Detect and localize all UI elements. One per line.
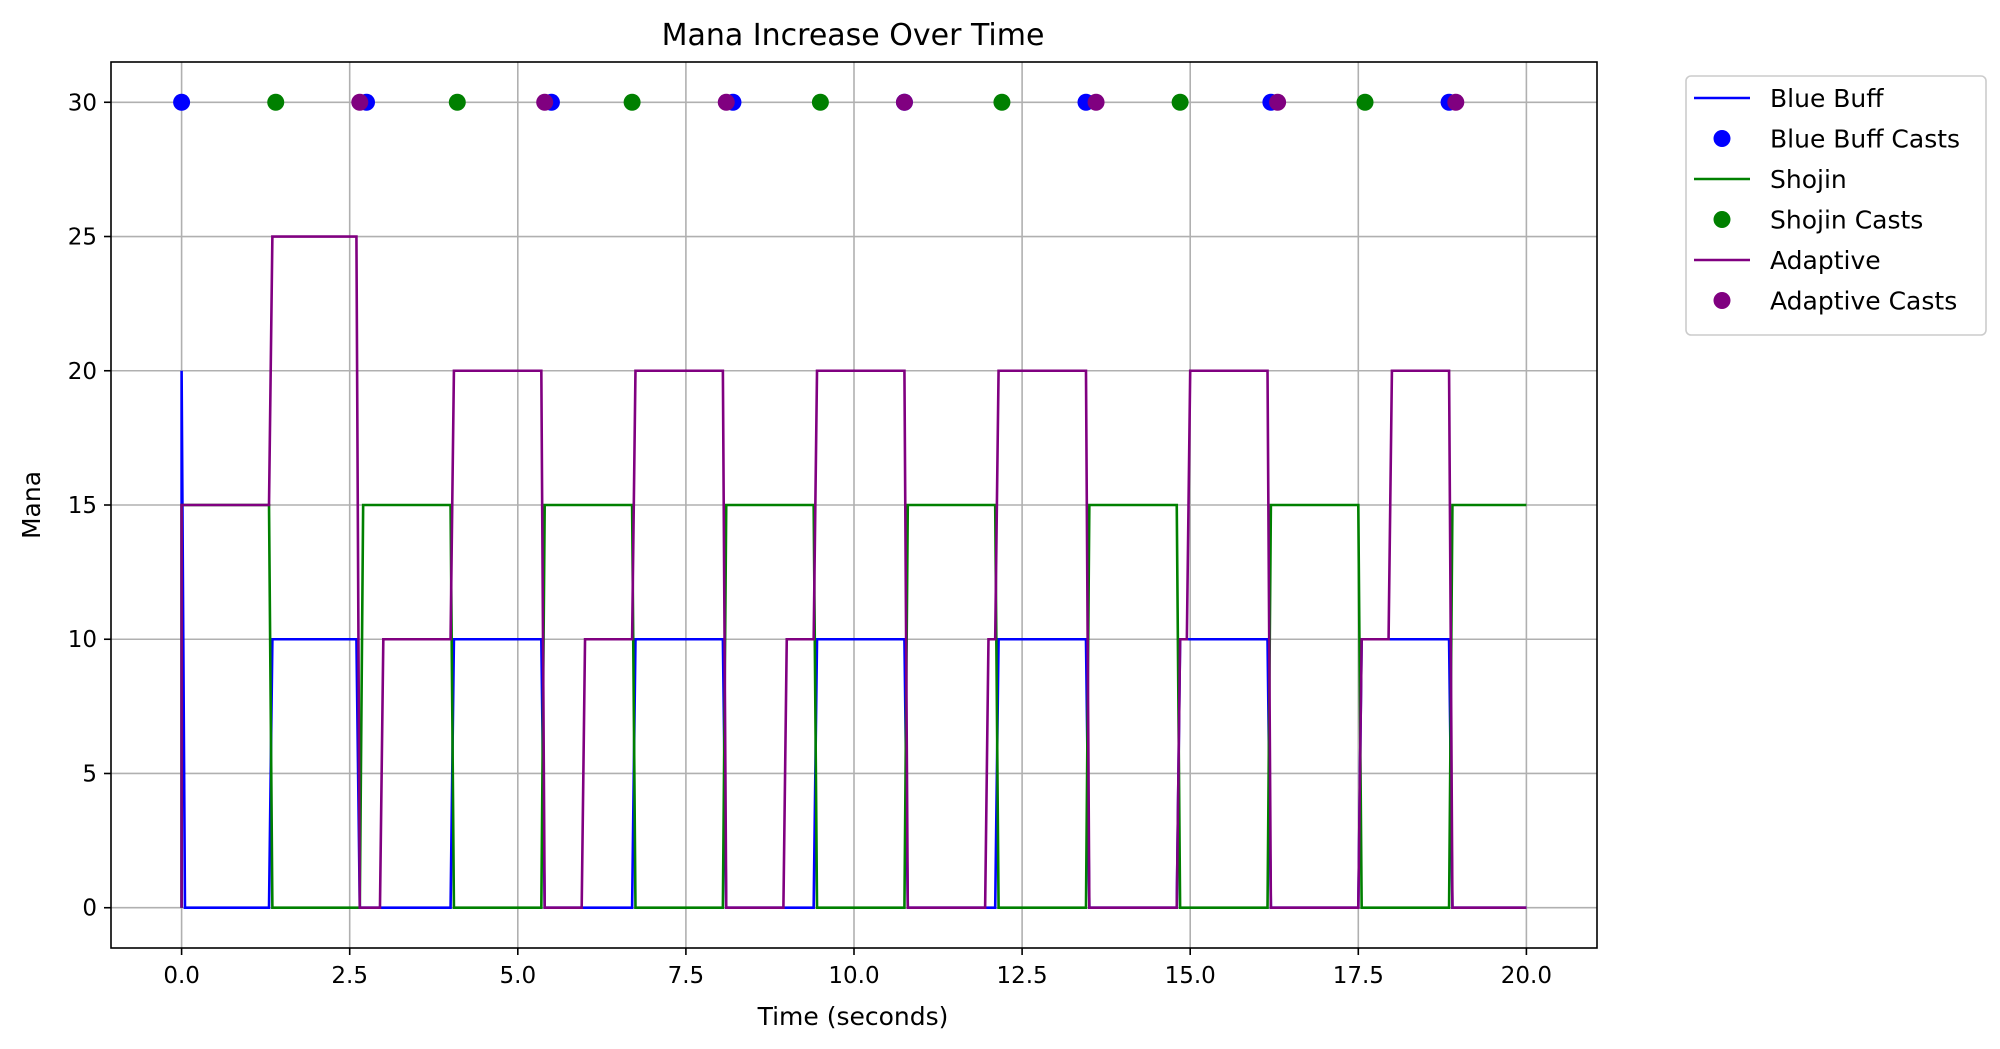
y-tick-label: 25	[68, 225, 97, 251]
shojin-casts-point	[993, 93, 1011, 111]
x-tick-label: 10.0	[828, 963, 879, 989]
x-tick-label: 17.5	[1333, 963, 1384, 989]
chart-title: Mana Increase Over Time	[662, 18, 1045, 53]
y-tick-label: 15	[68, 493, 97, 519]
legend-shojin-label: Shojin	[1770, 165, 1847, 194]
adaptive-casts-point	[717, 93, 735, 111]
shojin-casts-point	[623, 93, 641, 111]
y-tick-label: 30	[68, 90, 97, 116]
x-tick-label: 20.0	[1501, 963, 1552, 989]
adaptive-casts-point	[895, 93, 913, 111]
y-tick-label: 5	[82, 761, 97, 787]
x-tick-label: 2.5	[331, 963, 368, 989]
adaptive-line	[180, 235, 1527, 910]
adaptive-casts-point	[351, 93, 369, 111]
y-tick-label: 20	[68, 359, 97, 385]
legend-shojin-casts-label: Shojin Casts	[1770, 206, 1923, 235]
legend-box	[1685, 75, 1987, 336]
shojin-line	[180, 503, 1527, 910]
legend-adaptive-label: Adaptive	[1770, 246, 1881, 275]
x-tick-label: 7.5	[668, 963, 705, 989]
x-axis: 0.0 2.5 5.0 7.5 10.0 12.5 15.0 17.5 20.0	[163, 948, 1552, 989]
x-tick-label: 12.5	[996, 963, 1047, 989]
adaptive-casts-point	[1447, 93, 1465, 111]
shojin-casts-point	[811, 93, 829, 111]
adaptive-casts-point	[1269, 93, 1287, 111]
legend-shojin-casts-swatch	[1713, 211, 1731, 228]
legend: Blue Buff Blue Buff Casts Shojin Shojin Cas…	[1685, 75, 1987, 336]
legend-blue-buff-label: Blue Buff	[1770, 84, 1884, 113]
shojin-casts-point	[1171, 93, 1189, 111]
x-tick-label: 0.0	[163, 963, 200, 989]
legend-adaptive-casts-label: Adaptive Casts	[1770, 287, 1957, 316]
x-tick-label: 5.0	[500, 963, 537, 989]
y-axis-label: Mana	[17, 471, 46, 539]
x-tick-label: 15.0	[1165, 963, 1216, 989]
shojin-casts-point	[448, 93, 466, 111]
adaptive-casts-point	[1087, 93, 1105, 111]
y-axis: 0 5 10 15 20 25 30	[68, 90, 111, 922]
adaptive-casts-point	[536, 93, 554, 111]
shojin-casts-point	[267, 93, 285, 111]
shojin-casts-point	[1356, 93, 1374, 111]
blue-buff-casts-point	[173, 93, 191, 111]
legend-blue-buff-casts-label: Blue Buff Casts	[1770, 125, 1960, 154]
y-tick-label: 0	[82, 896, 97, 922]
legend-adaptive-casts-swatch	[1713, 292, 1731, 309]
series-layer	[173, 93, 1527, 910]
legend-blue-buff-casts-swatch	[1713, 130, 1731, 147]
x-axis-label: Time (seconds)	[757, 1002, 949, 1031]
y-tick-label: 10	[68, 627, 97, 653]
